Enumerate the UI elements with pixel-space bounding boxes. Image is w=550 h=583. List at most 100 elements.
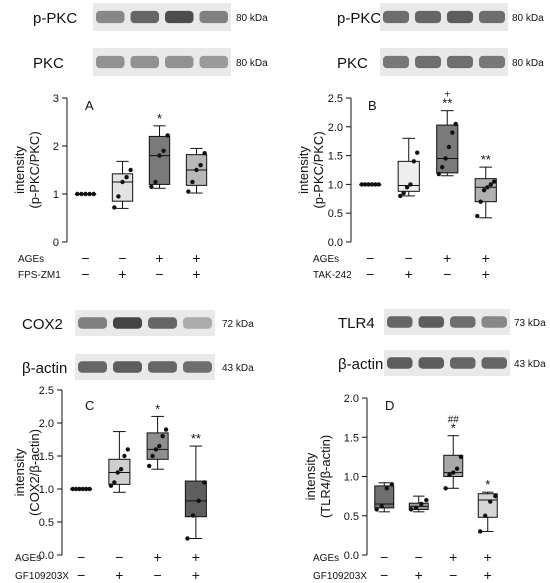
treatment-sign: − xyxy=(366,250,374,266)
data-point xyxy=(475,213,480,219)
data-point xyxy=(451,470,456,475)
blot-band xyxy=(148,361,177,373)
kda-label: 80 kDa xyxy=(512,58,544,69)
blot-band xyxy=(387,316,413,328)
treatment-sign: − xyxy=(405,250,413,266)
data-point xyxy=(122,453,127,459)
treatment-sign: + xyxy=(415,567,423,583)
blot-label: β-actin xyxy=(22,360,67,377)
blot-band xyxy=(418,357,444,369)
data-point xyxy=(439,164,445,170)
data-point xyxy=(83,191,88,197)
y-tick-label: 1.0 xyxy=(344,472,359,484)
data-point xyxy=(108,483,114,488)
blot-band xyxy=(479,55,505,69)
treatment-label: AGEs xyxy=(18,254,44,265)
data-point xyxy=(415,150,420,155)
significance-mark: * xyxy=(155,401,160,416)
data-point xyxy=(112,480,117,485)
box xyxy=(397,160,420,192)
data-point xyxy=(70,486,75,492)
treatment-sign: − xyxy=(77,567,85,583)
treatment-sign: − xyxy=(118,250,126,266)
treatment-label: AGEs xyxy=(313,553,339,564)
y-tick-label: 1 xyxy=(53,189,59,201)
data-point xyxy=(359,182,364,187)
blot-band xyxy=(199,55,228,69)
data-point xyxy=(157,443,162,449)
box xyxy=(374,485,395,509)
panel-letter: D xyxy=(385,398,394,413)
data-point xyxy=(77,486,82,492)
treatment-sign: + xyxy=(482,266,490,282)
data-point xyxy=(125,447,130,452)
data-point xyxy=(454,466,460,471)
blot-band xyxy=(78,361,107,373)
box-group: ** xyxy=(474,152,497,219)
data-point xyxy=(488,499,493,504)
panel-c: COX2 72 kDa β-actin 43 kDa 0.0 0.5 1.0 1.5 2.0 2.… xyxy=(12,310,254,583)
box-group xyxy=(374,482,395,513)
blot-band xyxy=(113,361,142,373)
treatment-sign: − xyxy=(115,549,123,565)
y-tick-label: 1.0 xyxy=(39,484,54,496)
blot-band xyxy=(450,357,476,369)
treatment-sign: + xyxy=(192,567,200,583)
data-point xyxy=(79,191,84,197)
y-tick-label: 2.0 xyxy=(328,122,343,134)
treatment-sign: − xyxy=(81,266,89,282)
data-point xyxy=(190,179,195,185)
treatment-sign: + xyxy=(192,549,200,565)
data-point xyxy=(404,185,410,190)
blot-label: COX2 xyxy=(22,316,63,333)
data-point xyxy=(369,182,375,187)
data-point xyxy=(481,187,487,193)
y-tick-label: 0 xyxy=(53,237,59,249)
panel-b: p-PKC 80 kDa PKC 80 kDa 0.0 0.5 1.0 1.5 2.0 2.5 in… xyxy=(296,3,544,282)
treatment-label: FPS-ZM1 xyxy=(18,270,61,281)
treatment-sign: − xyxy=(81,250,89,266)
data-point xyxy=(118,467,124,472)
significance-mark: ** xyxy=(481,152,491,167)
kda-label: 80 kDa xyxy=(236,58,268,69)
data-point xyxy=(73,486,79,492)
blot-band xyxy=(183,317,212,329)
box-group xyxy=(70,486,93,492)
y-tick-label: 1.5 xyxy=(39,451,54,463)
treatment-sign: − xyxy=(443,266,451,282)
data-point xyxy=(493,493,498,499)
y-tick-label: 1.5 xyxy=(344,432,359,444)
kda-label: 80 kDa xyxy=(512,13,544,24)
blot-band xyxy=(130,10,159,24)
blot-label: p-PKC xyxy=(337,10,381,27)
data-point xyxy=(373,182,378,187)
data-point xyxy=(414,505,419,511)
blot-band xyxy=(479,10,505,24)
blot-band xyxy=(199,10,228,24)
treatment-sign: − xyxy=(155,266,163,282)
y-axis-title: intensity(COX2/β-actin) xyxy=(12,429,42,516)
treatment-sign: + xyxy=(484,549,492,565)
data-point xyxy=(492,179,497,184)
significance-mark: * xyxy=(157,111,162,126)
box-group: ** xyxy=(184,431,207,541)
treatment-label: GF109203X xyxy=(313,571,367,582)
data-point xyxy=(112,205,117,210)
data-point xyxy=(83,486,89,492)
data-point xyxy=(157,153,162,158)
significance-mark: ** xyxy=(191,431,201,446)
treatment-sign: + xyxy=(482,250,490,266)
kda-label: 43 kDa xyxy=(222,363,254,374)
treatment-sign: − xyxy=(366,266,374,282)
blot-label: TLR4 xyxy=(338,315,375,332)
data-point xyxy=(379,504,384,509)
y-tick-label: 2.5 xyxy=(328,93,343,105)
data-point xyxy=(185,536,190,541)
blot-band xyxy=(387,357,413,369)
data-point xyxy=(384,486,389,491)
treatment-sign: + xyxy=(443,250,451,266)
y-axis-title: intensity(TLR4/β-actin) xyxy=(303,435,333,518)
treatment-sign: + xyxy=(155,250,163,266)
data-point xyxy=(196,498,201,504)
data-point xyxy=(446,144,452,150)
